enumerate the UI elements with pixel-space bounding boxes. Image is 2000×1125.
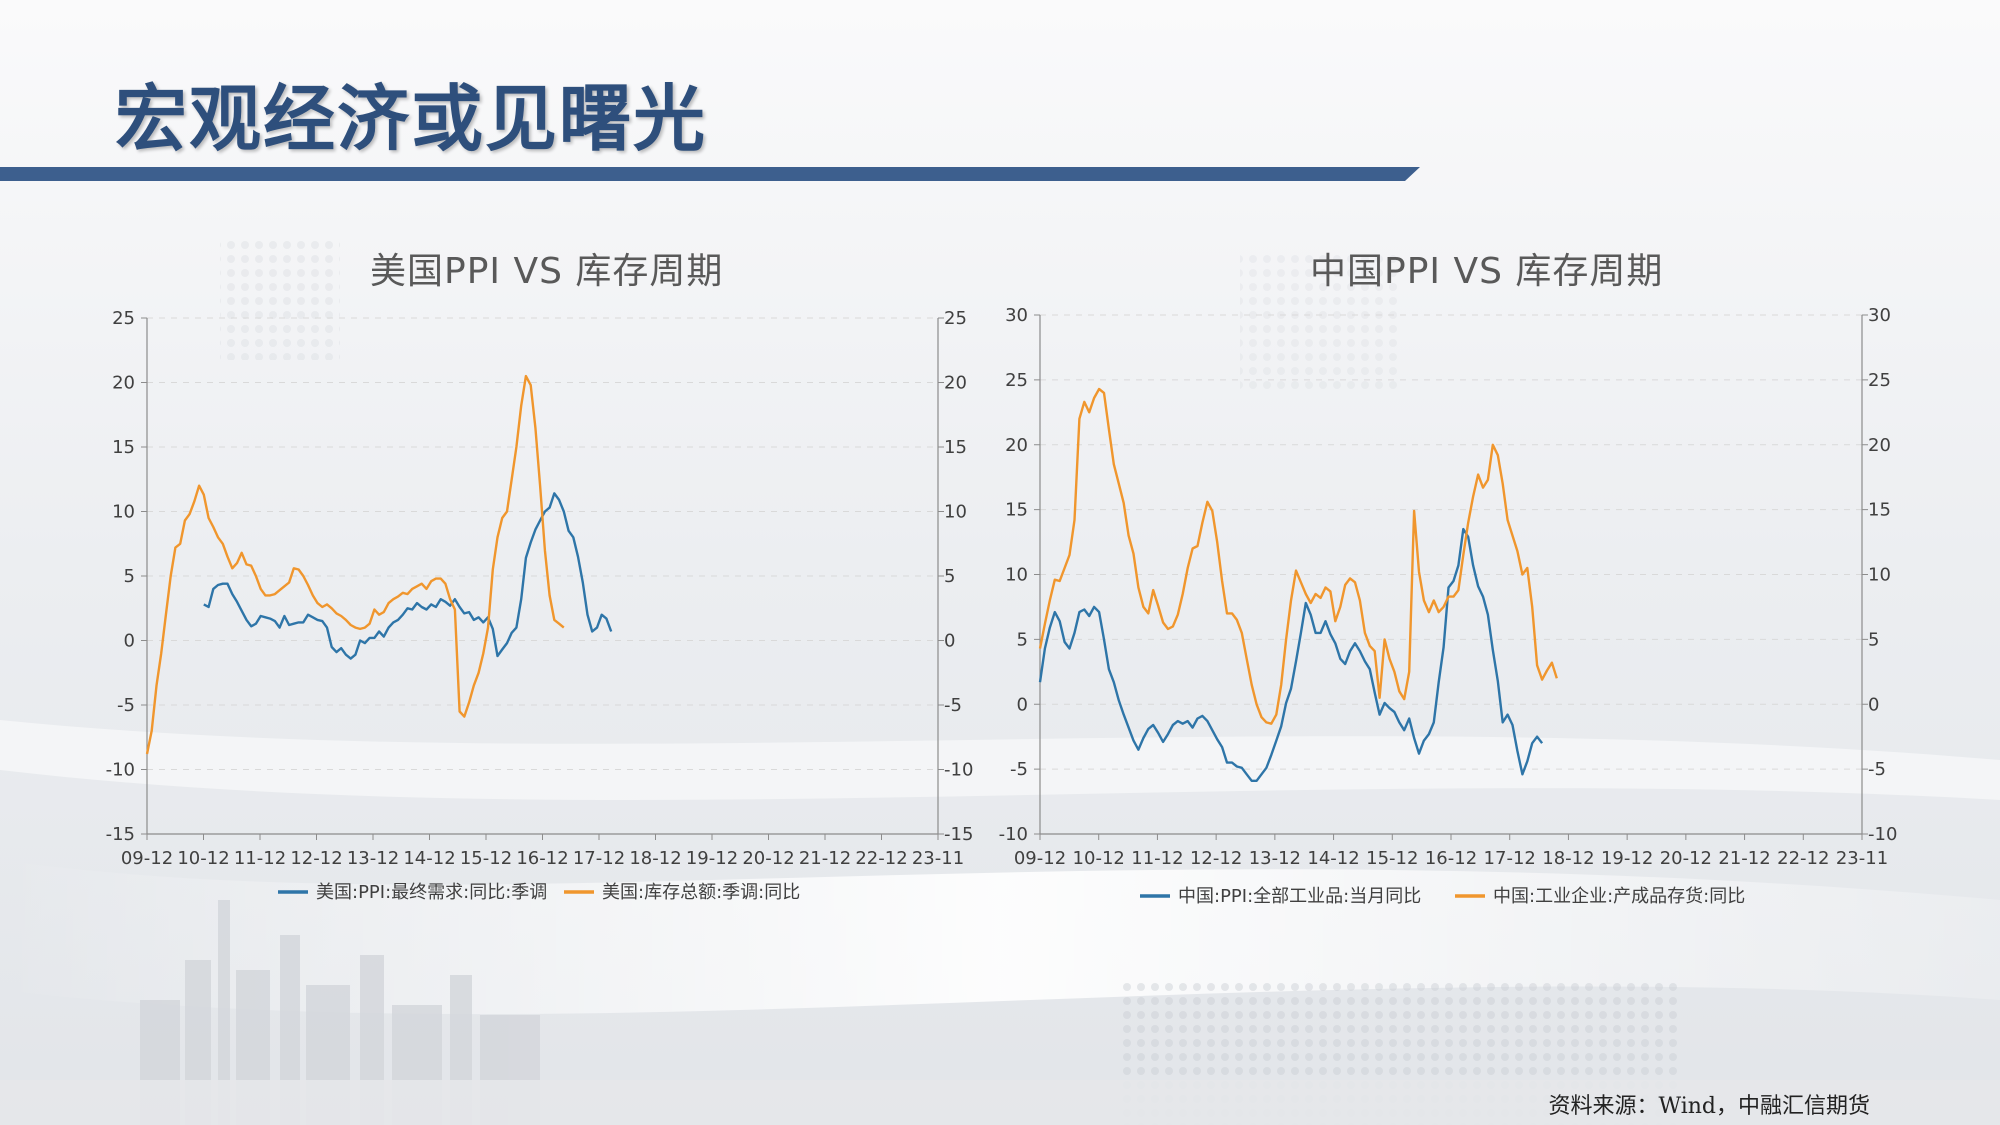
slide-title: 宏观经济或见曙光	[115, 76, 708, 161]
y-tick-label-right: -15	[944, 824, 973, 845]
x-tick-label: 14-12	[403, 848, 455, 869]
y-tick-label-right: 0	[944, 631, 955, 652]
legend-label: 中国:工业企业:产成品存货:同比	[1493, 886, 1745, 907]
y-tick-label-right: -5	[944, 695, 962, 716]
legend-label: 中国:PPI:全部工业品:当月同比	[1178, 886, 1421, 907]
y-tick-label-left: 0	[124, 631, 135, 652]
x-tick-label: 22-12	[1777, 848, 1829, 869]
y-tick-label-right: 20	[1868, 435, 1891, 456]
y-tick-label-left: 15	[112, 437, 135, 458]
y-tick-label-left: 20	[112, 373, 135, 394]
x-tick-label: 10-12	[177, 848, 229, 869]
x-tick-label: 21-12	[799, 848, 851, 869]
x-tick-label: 20-12	[742, 848, 794, 869]
chart-title-us: 美国PPI VS 库存周期	[370, 251, 724, 292]
series-line-ppi	[1038, 527, 1544, 782]
y-tick-label-left: 0	[1017, 694, 1028, 715]
x-tick-label: 19-12	[686, 848, 738, 869]
y-tick-label-right: 25	[944, 308, 967, 329]
x-tick-label: 09-12	[1014, 848, 1066, 869]
y-tick-label-left: 25	[1005, 370, 1028, 391]
x-tick-label: 18-12	[1542, 848, 1594, 869]
legend-label: 美国:库存总额:季调:同比	[602, 882, 800, 903]
x-tick-label: 23-11	[1836, 848, 1888, 869]
y-tick-label-left: -5	[1010, 759, 1028, 780]
x-tick-label: 11-12	[1131, 848, 1183, 869]
y-tick-label-right: 10	[944, 502, 967, 523]
x-tick-label: 21-12	[1718, 848, 1770, 869]
y-tick-label-right: 20	[944, 373, 967, 394]
x-tick-label: 17-12	[1484, 848, 1536, 869]
y-tick-label-right: 30	[1868, 305, 1891, 326]
x-tick-label: 10-12	[1073, 848, 1125, 869]
y-tick-label-left: 20	[1005, 435, 1028, 456]
y-tick-label-left: -10	[106, 760, 135, 781]
y-tick-label-left: -5	[117, 695, 135, 716]
x-tick-label: 18-12	[629, 848, 681, 869]
y-tick-label-right: 0	[1868, 694, 1879, 715]
x-tick-label: 23-11	[912, 848, 964, 869]
legend-label: 美国:PPI:最终需求:同比:季调	[316, 882, 547, 903]
x-tick-label: 15-12	[460, 848, 512, 869]
x-tick-label: 11-12	[234, 848, 286, 869]
x-tick-label: 22-12	[855, 848, 907, 869]
x-tick-label: 20-12	[1660, 848, 1712, 869]
y-tick-label-right: 5	[1868, 629, 1879, 650]
y-tick-label-left: 5	[1017, 629, 1028, 650]
y-tick-label-right: -10	[1868, 824, 1897, 845]
x-tick-label: 09-12	[121, 848, 173, 869]
series-line-inventory	[1038, 387, 1558, 725]
x-tick-label: 16-12	[516, 848, 568, 869]
x-tick-label: 13-12	[1249, 848, 1301, 869]
x-tick-label: 14-12	[1307, 848, 1359, 869]
x-tick-label: 15-12	[1366, 848, 1418, 869]
y-tick-label-right: -10	[944, 760, 973, 781]
y-tick-label-right: 15	[944, 437, 967, 458]
y-tick-label-left: 30	[1005, 305, 1028, 326]
y-tick-label-right: 10	[1868, 565, 1891, 586]
y-tick-label-left: 15	[1005, 500, 1028, 521]
series-line-inventory	[145, 374, 565, 755]
chart-title-cn: 中国PPI VS 库存周期	[1310, 251, 1664, 292]
y-tick-label-left: 10	[112, 502, 135, 523]
y-tick-label-right: -5	[1868, 759, 1886, 780]
title-underline-bar	[0, 167, 1420, 181]
x-tick-label: 16-12	[1425, 848, 1477, 869]
data-source-note: 资料来源：Wind，中融汇信期货	[1548, 1094, 1870, 1119]
x-tick-label: 13-12	[347, 848, 399, 869]
y-tick-label-left: 25	[112, 308, 135, 329]
y-tick-label-left: -15	[106, 824, 135, 845]
x-tick-label: 12-12	[290, 848, 342, 869]
y-tick-label-left: 5	[124, 566, 135, 587]
x-tick-label: 12-12	[1190, 848, 1242, 869]
y-tick-label-left: 10	[1005, 565, 1028, 586]
y-tick-label-right: 25	[1868, 370, 1891, 391]
y-tick-label-left: -10	[999, 824, 1028, 845]
y-tick-label-right: 15	[1868, 500, 1891, 521]
x-tick-label: 17-12	[573, 848, 625, 869]
x-tick-label: 19-12	[1601, 848, 1653, 869]
y-tick-label-right: 5	[944, 566, 955, 587]
